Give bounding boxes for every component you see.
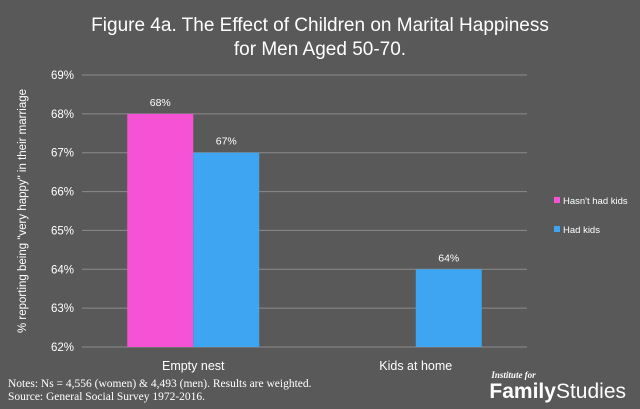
y-tick-label: 65%: [51, 225, 74, 237]
logo-top: Institute for: [491, 370, 536, 380]
y-tick-label: 66%: [51, 187, 74, 199]
source-line: Source: General Social Survey 1972-2016.: [8, 391, 206, 403]
y-tick-label: 68%: [51, 109, 74, 121]
data-label: 68%: [150, 97, 171, 109]
legend-label: Had kids: [563, 225, 600, 236]
notes: Notes: Ns = 4,556 (women) & 4,493 (men).…: [8, 378, 312, 404]
logo-studies: Studies: [555, 380, 626, 403]
x-tick-label: Empty nest: [162, 359, 225, 373]
title-line-2: for Men Aged 50-70.: [233, 39, 407, 60]
bar-had-kids: [193, 152, 260, 347]
legend-swatch: [554, 197, 560, 203]
y-tick-label: 64%: [51, 264, 74, 276]
ifs-logo: Institute for FamilyStudies: [489, 370, 626, 404]
bar-had-kids: [415, 269, 482, 347]
legend-label: Hasn't had kids: [563, 196, 628, 207]
y-tick-label: 62%: [51, 342, 74, 354]
logo-family: Family: [489, 380, 556, 403]
chart-title: Figure 4a. The Effect of Children on Mar…: [0, 14, 640, 62]
y-tick-label: 69%: [51, 70, 74, 82]
y-axis-label: % reporting being "very happy" in their …: [17, 89, 29, 333]
notes-line: Notes: Ns = 4,556 (women) & 4,493 (men).…: [8, 378, 312, 390]
bar-hasn-t-had-kids: [127, 113, 194, 347]
title-line-1: Figure 4a. The Effect of Children on Mar…: [91, 15, 549, 36]
y-tick-label: 67%: [51, 148, 74, 160]
y-tick-label: 63%: [51, 303, 74, 315]
x-tick-label: Kids at home: [379, 359, 452, 373]
legend-swatch: [554, 226, 560, 232]
data-label: 64%: [438, 252, 459, 264]
data-label: 67%: [216, 136, 237, 148]
